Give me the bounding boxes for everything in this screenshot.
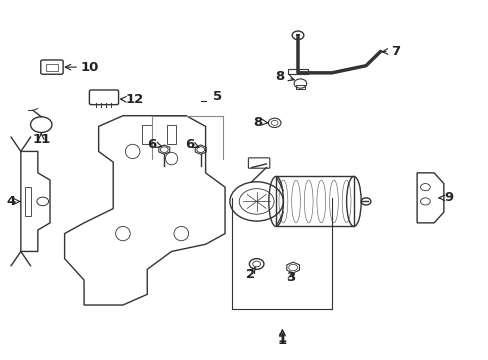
Bar: [166, 125, 176, 144]
Text: 1: 1: [277, 333, 286, 347]
Text: 3: 3: [285, 271, 295, 284]
Bar: [287, 68, 307, 74]
Bar: [295, 85, 305, 89]
Text: 9: 9: [443, 192, 452, 204]
Text: 2: 2: [245, 268, 254, 281]
Text: 10: 10: [80, 61, 98, 74]
Bar: [25, 187, 30, 216]
Text: 7: 7: [390, 45, 399, 58]
Text: 4: 4: [6, 195, 16, 208]
Text: 6: 6: [147, 138, 157, 151]
Text: 8: 8: [253, 116, 262, 129]
Text: 6: 6: [185, 138, 194, 151]
Text: 8: 8: [274, 70, 284, 83]
Text: 1: 1: [277, 333, 286, 346]
Bar: [276, 176, 353, 226]
Text: 5: 5: [213, 90, 222, 103]
Bar: [142, 125, 152, 144]
Text: 12: 12: [125, 94, 143, 107]
Text: 11: 11: [33, 134, 51, 147]
Bar: [45, 64, 58, 71]
